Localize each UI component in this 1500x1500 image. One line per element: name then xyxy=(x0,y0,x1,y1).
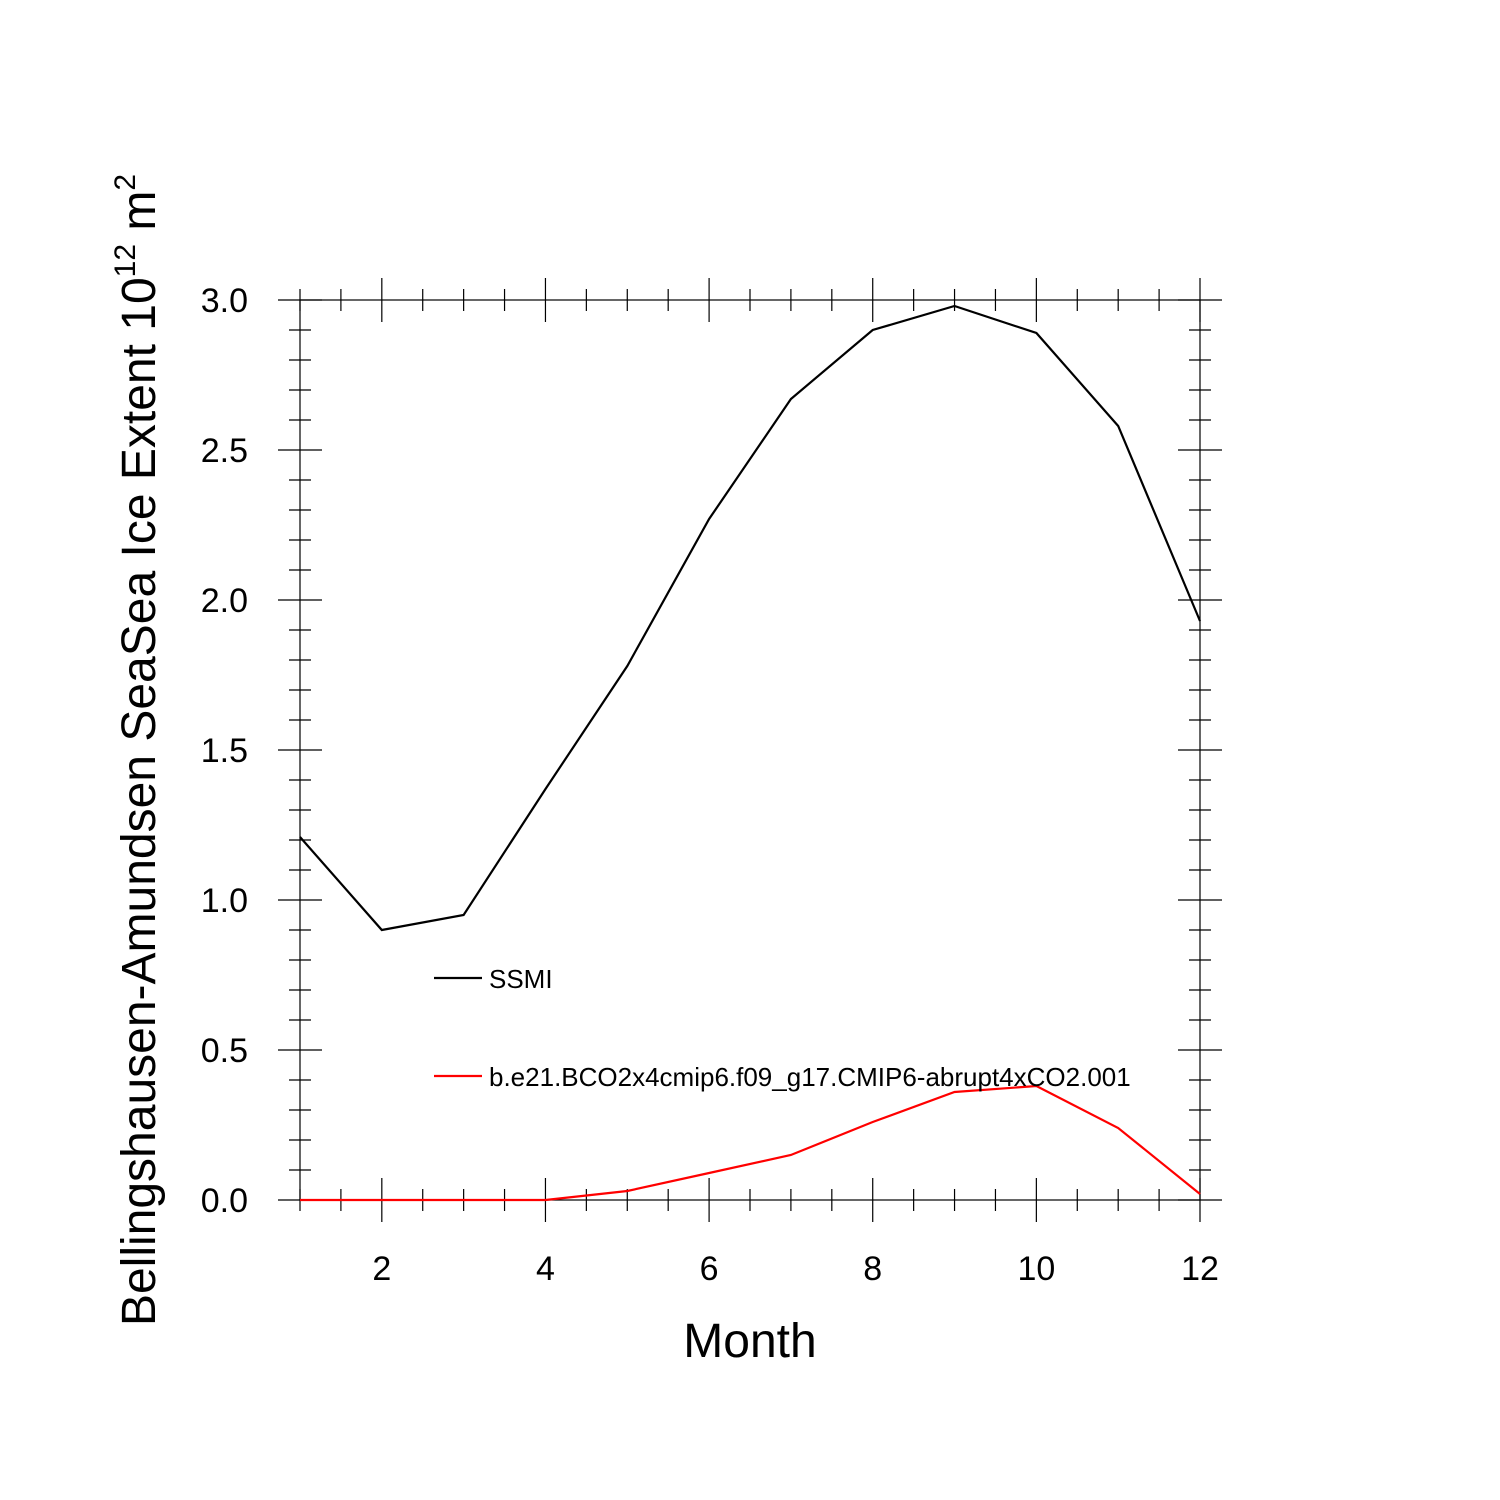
x-tick-label: 10 xyxy=(1017,1250,1055,1288)
x-tick-label: 2 xyxy=(372,1250,391,1288)
y-axis-title-exponent: 12 xyxy=(109,244,142,277)
y-axis-title-unit-exponent: 2 xyxy=(109,174,142,191)
y-tick-label: 2.5 xyxy=(201,432,248,470)
legend: SSMI b.e21.BCO2x4cmip6.f09_g17.CMIP6-abru… xyxy=(434,964,1131,1092)
legend-label-1: SSMI xyxy=(489,964,553,994)
series-line-1 xyxy=(299,304,1202,932)
data-series xyxy=(299,304,1202,1202)
x-tick-label: 8 xyxy=(863,1250,882,1288)
x-axis-title: Month xyxy=(683,1315,816,1368)
series-line-2 xyxy=(300,1084,1201,1202)
plot-frame xyxy=(299,299,1201,1201)
x-tick-label: 4 xyxy=(536,1250,555,1288)
y-tick-label: 2.0 xyxy=(201,582,248,620)
y-tick-label: 0.5 xyxy=(201,1032,248,1070)
x-tick-label: 6 xyxy=(700,1250,719,1288)
y-tick-label: 1.5 xyxy=(201,732,248,770)
y-tick-label: 1.0 xyxy=(201,882,248,920)
y-axis-title-main: Bellingshausen-Amundsen SeaSea Ice Exten… xyxy=(113,277,166,1326)
y-tick-label: 3.0 xyxy=(201,282,248,320)
legend-label-2: b.e21.BCO2x4cmip6.f09_g17.CMIP6-abrupt4x… xyxy=(489,1062,1131,1092)
y-axis-title: Bellingshausen-Amundsen SeaSea Ice Exten… xyxy=(109,174,166,1326)
tick-labels: 2 4 6 8 10 12 0.0 0.5 1.0 1.5 2.0 2.5 3.0 xyxy=(201,282,1219,1288)
x-tick-label: 12 xyxy=(1181,1250,1219,1288)
y-axis-title-unit: m xyxy=(113,191,166,244)
y-tick-label: 0.0 xyxy=(201,1182,248,1220)
